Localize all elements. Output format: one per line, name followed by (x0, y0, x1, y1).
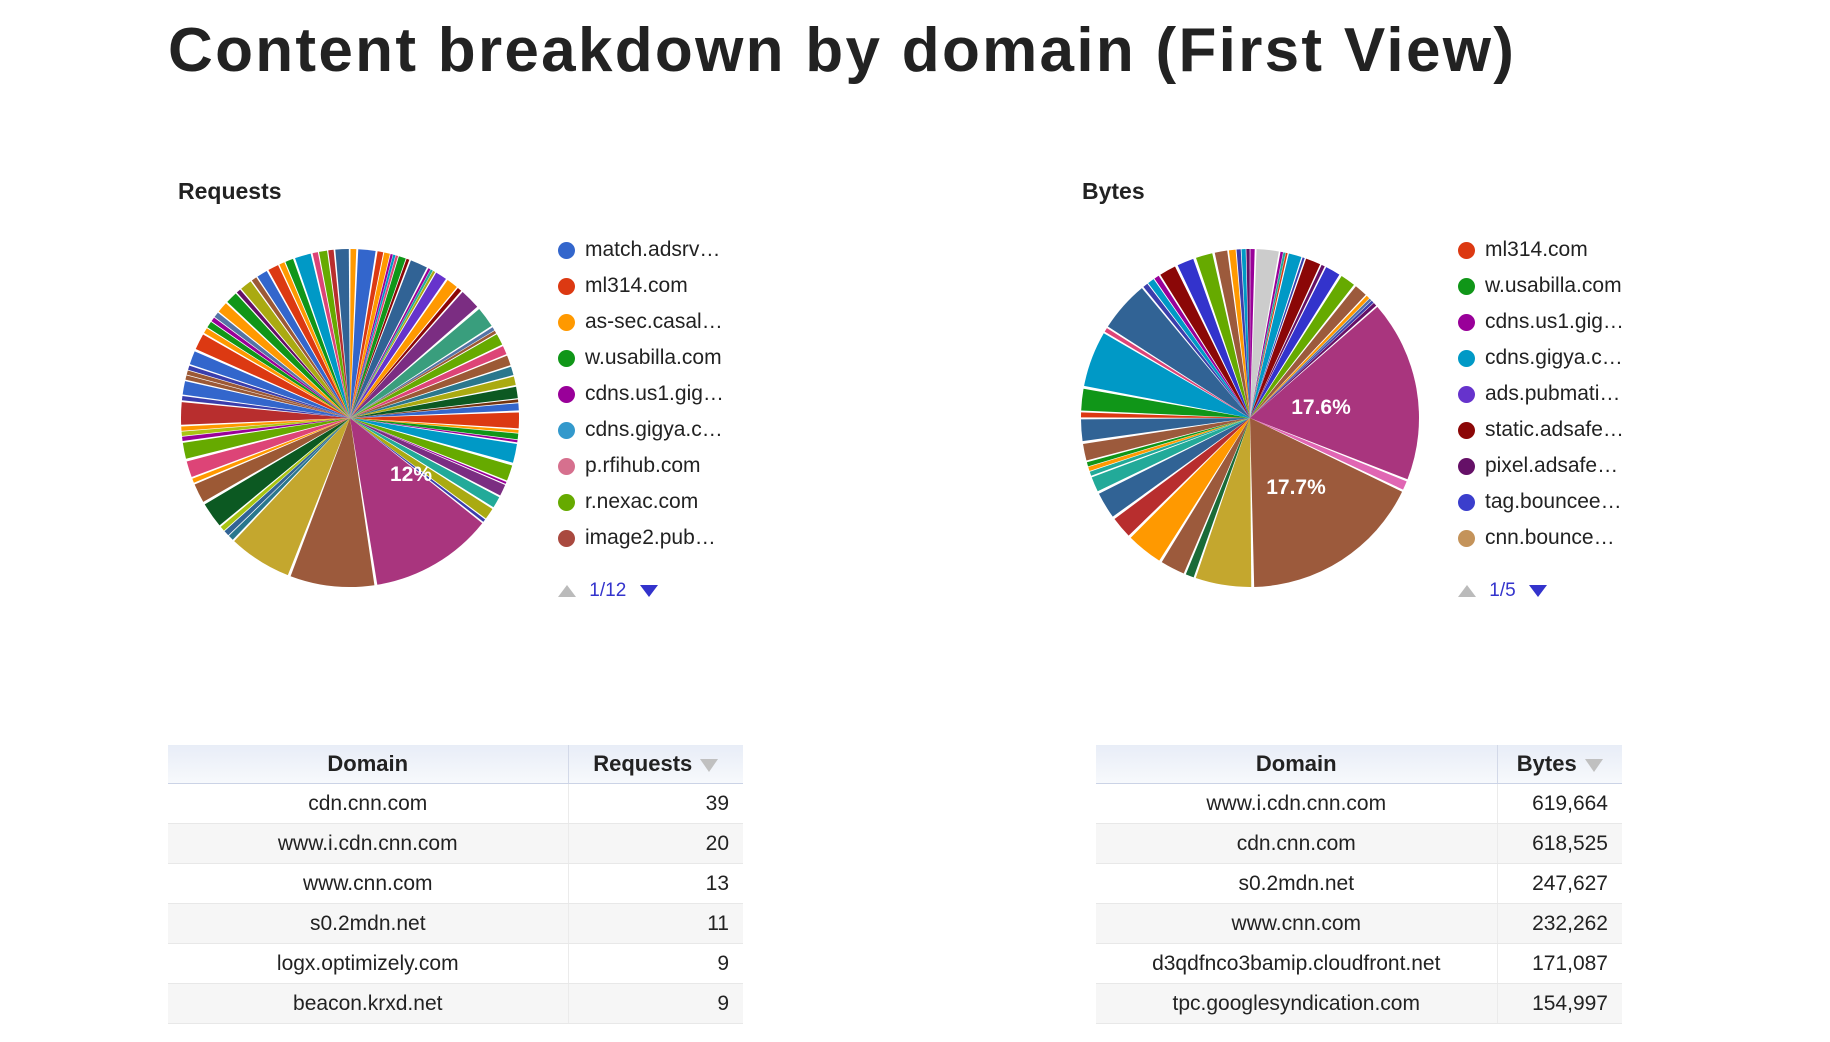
svg-text:17.6%: 17.6% (1291, 396, 1351, 419)
svg-text:17.7%: 17.7% (1266, 476, 1326, 499)
svg-text:12%: 12% (390, 463, 432, 486)
